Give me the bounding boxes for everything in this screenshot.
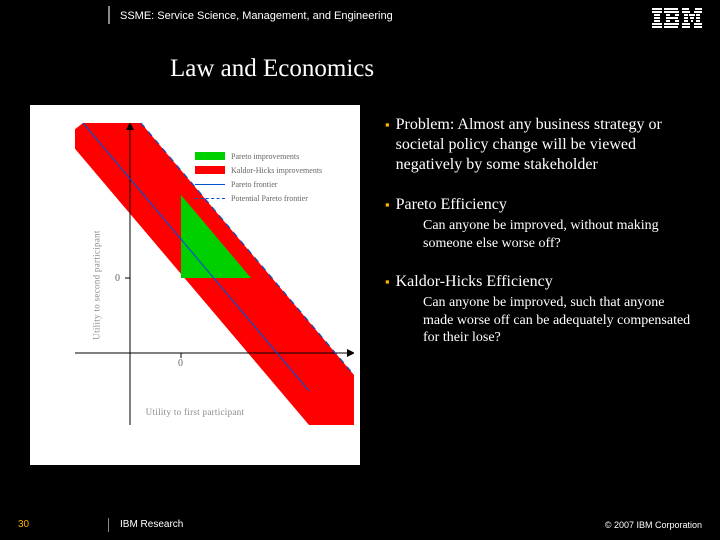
bullet-item: ▪ Problem: Almost any business strategy … xyxy=(385,115,700,175)
bullet-text: Pareto Efficiency xyxy=(396,195,507,215)
copyright: © 2007 IBM Corporation xyxy=(605,520,702,530)
x-axis-label: Utility to first participant xyxy=(30,407,360,417)
bullet-marker-icon: ▪ xyxy=(385,274,390,292)
legend-item: Pareto frontier xyxy=(195,177,322,191)
bullet-head: ▪ Problem: Almost any business strategy … xyxy=(385,115,700,175)
y-axis-label: Utility to second participant xyxy=(92,230,102,339)
bullet-item: ▪ Kaldor-Hicks Efficiency Can anyone be … xyxy=(385,272,700,347)
ibm-logo xyxy=(652,8,702,33)
legend-line-dashed xyxy=(195,198,225,199)
legend-label: Pareto improvements xyxy=(231,152,299,161)
pareto-chart: 0 0 Pareto improvements Kaldor-Hicks imp… xyxy=(30,105,360,465)
bullet-head: ▪ Pareto Efficiency xyxy=(385,195,700,215)
bullet-item: ▪ Pareto Efficiency Can anyone be improv… xyxy=(385,195,700,252)
page-number: 30 xyxy=(18,519,29,530)
bullet-marker-icon: ▪ xyxy=(385,117,390,175)
bullet-subtext: Can anyone be improved, without making s… xyxy=(423,217,696,252)
legend-label: Potential Pareto frontier xyxy=(231,194,308,203)
x-origin-label: 0 xyxy=(178,358,183,369)
bullet-list: ▪ Problem: Almost any business strategy … xyxy=(385,115,700,367)
legend-item: Kaldor-Hicks improvements xyxy=(195,163,322,177)
legend-item: Pareto improvements xyxy=(195,149,322,163)
bullet-marker-icon: ▪ xyxy=(385,197,390,215)
y-origin-label: 0 xyxy=(115,273,120,284)
legend-label: Pareto frontier xyxy=(231,180,277,189)
header: SSME: Service Science, Management, and E… xyxy=(0,0,720,36)
legend-swatch-red xyxy=(195,166,225,174)
legend-swatch-green xyxy=(195,152,225,160)
chart-legend: Pareto improvements Kaldor-Hicks improve… xyxy=(195,149,322,205)
bullet-text: Problem: Almost any business strategy or… xyxy=(396,115,700,175)
footer: 30 IBM Research © 2007 IBM Corporation xyxy=(0,510,720,540)
legend-item: Potential Pareto frontier xyxy=(195,191,322,205)
header-subtitle: SSME: Service Science, Management, and E… xyxy=(120,10,393,22)
bullet-subtext: Can anyone be improved, such that anyone… xyxy=(423,294,696,347)
legend-label: Kaldor-Hicks improvements xyxy=(231,166,322,175)
slide-title: Law and Economics xyxy=(170,55,374,83)
footer-org: IBM Research xyxy=(120,519,183,530)
header-divider xyxy=(108,6,110,24)
legend-line-solid xyxy=(195,184,225,185)
bullet-head: ▪ Kaldor-Hicks Efficiency xyxy=(385,272,700,292)
chart-plot-area: 0 0 Pareto improvements Kaldor-Hicks imp… xyxy=(75,123,354,425)
footer-divider xyxy=(108,518,109,532)
bullet-text: Kaldor-Hicks Efficiency xyxy=(396,272,553,292)
